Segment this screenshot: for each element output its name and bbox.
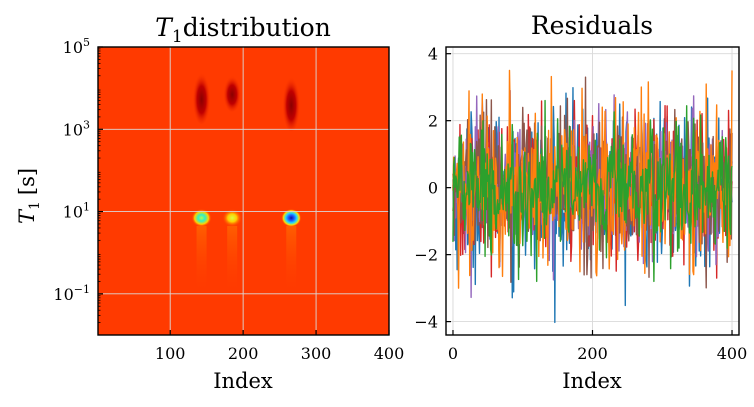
residuals-title: Residuals [531,11,653,40]
residuals-x-tick-label: 400 [717,344,748,363]
residuals-x-tick-label: 200 [577,344,608,363]
heatmap-tail [227,225,238,296]
heatmap-x-label: Index [213,369,273,393]
residuals-series-line [452,99,733,283]
residuals-panel: 0 200 400 −4 −2 0 2 4 Residuals Index [414,11,747,393]
residuals-x-tick-label: 0 [448,344,458,363]
residuals-y-tick-label: −4 [414,313,438,332]
residuals-y-tick-label: 0 [428,179,438,198]
heatmap-hot-spot [222,208,243,227]
residuals-ticks: 0 200 400 −4 −2 0 2 4 [414,45,747,363]
heatmap-x-tick-label: 200 [228,344,259,363]
heatmap-ticks: 100 200 300 400 10−1 101 103 105 [53,36,404,363]
heatmap-x-tick-label: 300 [301,344,332,363]
heatmap-ridge [192,69,211,125]
heatmap-tail [286,225,297,296]
heatmap-y-tick-label: 10−1 [53,283,90,304]
residuals-y-tick-label: 2 [428,112,438,131]
heatmap-features [191,69,302,296]
heatmap-y-tick-label: 105 [63,36,90,57]
heatmap-hot-spot [281,208,302,227]
heatmap-tail [196,225,207,296]
heatmap-hot-spot [191,208,212,227]
heatmap-y-tick-label: 103 [63,118,90,139]
heatmap-y-label: T1[s] [15,168,43,224]
residuals-y-tick-label: 4 [428,45,438,64]
heatmap-panel: 100 200 300 400 10−1 101 103 105 T1distribution… [15,13,404,393]
heatmap-grid [98,47,389,335]
heatmap-title: T1distribution [155,13,331,47]
heatmap-ridge [282,73,301,132]
residuals-y-tick-label: −2 [414,246,438,265]
residuals-series [452,69,733,324]
heatmap-x-tick-label: 100 [155,344,186,363]
heatmap-y-tick-label: 101 [63,201,90,222]
heatmap-x-tick-label: 400 [374,344,405,363]
heatmap-ridge [223,73,242,112]
residuals-x-label: Index [562,369,622,393]
